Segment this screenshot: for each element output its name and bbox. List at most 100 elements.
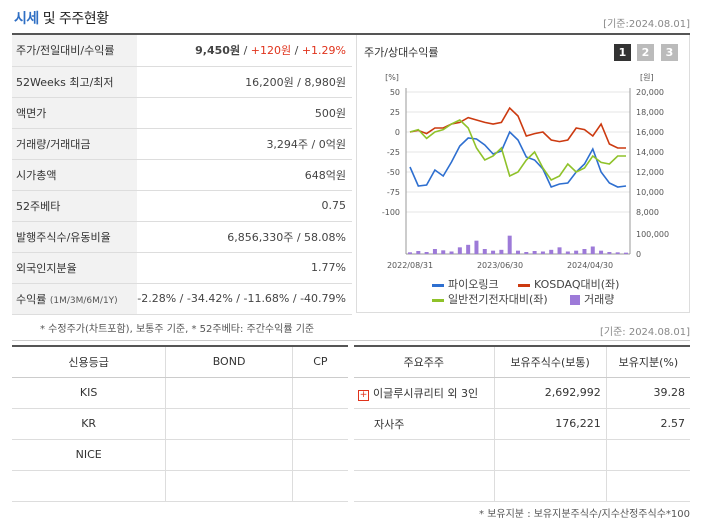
cell: NICE — [12, 439, 167, 471]
right-tick-label: 20,000 — [636, 88, 664, 97]
cell — [12, 470, 167, 502]
volume-bar — [432, 249, 437, 254]
left-axis-unit: [%] — [385, 73, 399, 82]
holder-name-cell: 자사주 — [354, 408, 495, 440]
stock-line — [409, 130, 627, 189]
x-tick-label: 2024/04/30 — [567, 261, 613, 270]
volume-bar — [524, 252, 529, 254]
chart-page-1-button[interactable]: 1 — [614, 44, 631, 61]
x-tick-label: 2022/08/31 — [387, 261, 433, 270]
cell — [165, 408, 293, 440]
col-header: 보유주식수(보통) — [494, 345, 607, 378]
cell — [354, 470, 495, 502]
legend-swatch-volume — [570, 295, 580, 305]
cell — [292, 439, 348, 471]
table-row: KIS — [12, 377, 348, 409]
row-label: 외국인지분율 — [12, 252, 137, 284]
row-value: 0.75 — [137, 190, 352, 222]
cell — [494, 470, 607, 502]
top-divider — [12, 33, 690, 35]
volume-bar — [424, 252, 429, 254]
holder-note: * 보유지분 : 보유지분주식수/지수산정주식수*100 — [479, 509, 690, 520]
price-table: 주가/전일대비/수익률 9,450원 / +120원 / +1.29% 52We… — [12, 35, 352, 315]
table-row: 시가총액 648억원 — [12, 159, 352, 191]
cell: KR — [12, 408, 167, 440]
cell: 176,221 — [494, 408, 607, 440]
right-tick-label: 8,000 — [636, 208, 659, 217]
row-value: 500원 — [137, 97, 352, 129]
cell — [165, 377, 293, 409]
legend-kosdaq: KOSDAQ대비(좌) — [518, 276, 619, 292]
volume-bar — [615, 252, 620, 254]
table-row: 자사주 176,221 2.57 — [354, 408, 690, 440]
volume-bar — [441, 250, 446, 254]
volume-bar — [416, 251, 421, 254]
table-row — [354, 470, 690, 502]
volume-tick-label: 0 — [636, 250, 641, 259]
cell — [354, 439, 495, 471]
volume-bar — [457, 247, 462, 254]
cell: 2,692,992 — [494, 377, 607, 409]
chart-page-3-button[interactable]: 3 — [661, 44, 678, 61]
right-tick-label: 14,000 — [636, 148, 664, 157]
price-chart: 50 25 0 -25 -50 -75 -100 20,000 18,000 16,000 14,0… — [382, 73, 669, 270]
right-tick-label: 16,000 — [636, 128, 664, 137]
row-label: 발행주식수/유동비율 — [12, 221, 137, 253]
kosdaq-line — [409, 106, 626, 149]
cell — [292, 377, 348, 409]
mid-divider — [12, 340, 690, 341]
right-tick-label: 18,000 — [636, 108, 664, 117]
table-row — [354, 439, 690, 471]
row-label: 주가/전일대비/수익률 — [12, 35, 137, 67]
table-row: 주가/전일대비/수익률 9,450원 / +120원 / +1.29% — [12, 35, 352, 67]
row-label: 52주베타 — [12, 190, 137, 222]
legend-sector: 일반전기전자대비(좌) — [432, 291, 548, 307]
volume-bar — [466, 244, 471, 254]
volume-bar — [499, 249, 504, 254]
left-tick-label: -25 — [387, 148, 400, 157]
volume-bar — [474, 240, 479, 254]
cell: 2.57 — [606, 408, 690, 440]
left-tick-label: -75 — [387, 188, 400, 197]
chart-page-2-button[interactable]: 2 — [637, 44, 654, 61]
table-row: 52주베타 0.75 — [12, 190, 352, 222]
credit-table: 신용등급 BOND CP KIS KR NICE — [12, 345, 348, 502]
volume-bar — [565, 251, 570, 254]
table-row: 액면가 500원 — [12, 97, 352, 129]
sector-line — [409, 119, 626, 182]
holder-name-cell[interactable]: + 이글루시큐리티 외 3인 — [354, 377, 495, 409]
row-label: 시가총액 — [12, 159, 137, 191]
holder-table: 주요주주 보유주식수(보통) 보유지분(%) + 이글루시큐리티 외 3인 2,6… — [354, 345, 690, 502]
table-row: KR — [12, 408, 348, 440]
price-note: * 수정주가(차트포함), 보통주 기준, * 52주베타: 주간수익률 기준 — [40, 324, 315, 335]
base-date-2: [기준: 2024.08.01] — [599, 327, 690, 338]
volume-bar — [449, 251, 454, 254]
x-tick-label: 2023/06/30 — [477, 261, 523, 270]
row-value: 1.77% — [137, 252, 352, 284]
col-header: 보유지분(%) — [606, 345, 690, 378]
volume-bar — [516, 250, 520, 254]
volume-bar — [549, 249, 554, 254]
col-header: BOND — [165, 345, 293, 378]
volume-bar — [574, 250, 579, 254]
row-value: 3,294주 / 0억원 — [137, 128, 352, 160]
volume-bar — [507, 235, 512, 254]
left-tick-label: -50 — [387, 168, 400, 177]
expand-icon[interactable]: + — [358, 389, 369, 401]
table-row: + 이글루시큐리티 외 3인 2,692,992 39.28 — [354, 377, 690, 409]
cell — [165, 439, 293, 471]
base-date: [기준:2024.08.01] — [603, 19, 690, 30]
cell — [165, 470, 293, 502]
table-row: 수익률 (1M/3M/6M/1Y) -2.28% / -34.42% / -11… — [12, 283, 352, 315]
right-axis-unit: [원] — [640, 73, 654, 82]
cell: KIS — [12, 377, 167, 409]
table-row: 외국인지분율 1.77% — [12, 252, 352, 284]
legend-swatch-kosdaq — [518, 283, 530, 287]
left-tick-label: 0 — [395, 128, 400, 137]
volume-bar — [540, 251, 545, 254]
left-tick-label: 25 — [390, 108, 400, 117]
cell: 39.28 — [606, 377, 690, 409]
row-value: 648억원 — [137, 159, 352, 191]
table-row: 거래량/거래대금 3,294주 / 0억원 — [12, 128, 352, 160]
right-tick-label: 10,000 — [636, 188, 664, 197]
